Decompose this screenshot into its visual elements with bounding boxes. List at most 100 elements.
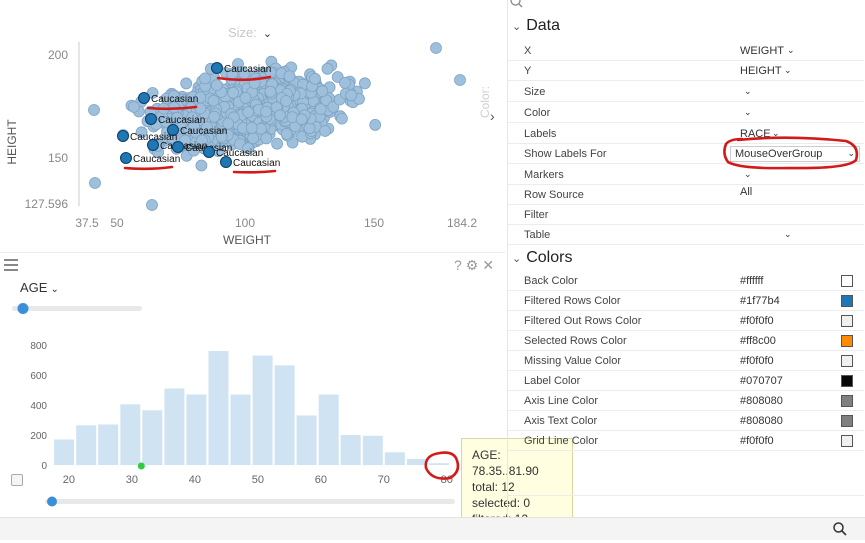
color-swatch[interactable] [841, 435, 853, 447]
selected-point[interactable] [117, 130, 129, 142]
scatter-point[interactable] [215, 130, 228, 143]
scatter-point[interactable] [321, 62, 334, 75]
scatter-point[interactable] [316, 85, 329, 98]
chevron-down-icon[interactable]: ⌄ [744, 169, 752, 179]
scatter-point[interactable] [339, 77, 351, 89]
scatter-point[interactable] [222, 117, 235, 130]
scatter-point[interactable] [303, 122, 316, 135]
prop-row-filtered-out-rows-color[interactable]: Filtered Out Rows Color #f0f0f0 [508, 311, 864, 331]
histogram-bar[interactable] [142, 410, 163, 466]
scatter-point[interactable] [89, 177, 101, 189]
selected-point[interactable] [172, 141, 184, 153]
scatter-point[interactable] [345, 89, 358, 102]
color-swatch[interactable] [841, 335, 853, 347]
scatter-point[interactable] [309, 72, 321, 85]
histogram-bar[interactable] [296, 415, 317, 466]
prop-value[interactable]: #808080 [740, 415, 783, 427]
histogram-bar[interactable] [406, 459, 427, 465]
histogram-bar[interactable] [274, 365, 295, 466]
bottom-range-slider-track[interactable] [45, 499, 455, 504]
scatter-plot[interactable]: CaucasianCaucasianCaucasianCaucasianCauc… [0, 0, 505, 252]
prop-row-show-labels-for[interactable]: Show Labels For MouseOverGroup ⌄ [508, 144, 864, 164]
selected-point[interactable] [145, 113, 157, 125]
histogram-bar[interactable] [164, 388, 185, 466]
selected-point[interactable] [167, 124, 179, 136]
scatter-point[interactable] [283, 70, 296, 82]
histogram-bar[interactable] [384, 452, 405, 466]
scatter-point[interactable] [201, 121, 213, 134]
bottom-range-slider-handle[interactable] [47, 496, 57, 507]
histogram-bar[interactable] [362, 435, 383, 466]
prop-value[interactable]: #1f77b4 [740, 295, 780, 307]
color-swatch[interactable] [841, 395, 853, 407]
color-swatch[interactable] [841, 295, 853, 307]
chevron-right-icon[interactable]: › [490, 108, 495, 124]
prop-row-y[interactable]: Y HEIGHT ⌄ [508, 61, 864, 81]
scatter-point[interactable] [210, 79, 223, 92]
scatter-point[interactable] [127, 101, 140, 113]
prop-row-missing-value-color[interactable]: Missing Value Color #f0f0f0 [508, 351, 864, 371]
prop-value[interactable]: #f0f0f0 [740, 315, 774, 327]
prop-row-back-color[interactable]: Back Color #ffffff [508, 271, 864, 291]
scatter-point[interactable] [271, 137, 284, 150]
scatter-point[interactable] [146, 199, 158, 211]
scatter-point[interactable] [135, 126, 148, 139]
prop-value[interactable]: WEIGHT [740, 45, 784, 57]
chevron-down-icon[interactable]: ⌄ [744, 107, 752, 117]
scatter-point[interactable] [227, 86, 240, 99]
selected-point[interactable] [211, 62, 223, 74]
prop-value[interactable]: #f0f0f0 [740, 355, 774, 367]
scatter-point[interactable] [196, 134, 208, 147]
scatter-point[interactable] [430, 42, 442, 54]
scatter-point[interactable] [242, 142, 255, 155]
prop-value[interactable]: #f0f0f0 [740, 435, 774, 447]
show-labels-for-select[interactable]: MouseOverGroup ⌄ [730, 146, 860, 162]
scatter-point[interactable] [187, 144, 200, 157]
scatter-point[interactable] [199, 72, 212, 85]
selected-point[interactable] [203, 146, 215, 158]
prop-row-color[interactable]: Color ⌄ [508, 103, 864, 123]
prop-row-x[interactable]: X WEIGHT ⌄ [508, 41, 864, 61]
scatter-point[interactable] [247, 132, 260, 145]
hamburger-icon[interactable] [4, 259, 18, 271]
prop-row-row-source[interactable]: Row Source All [508, 185, 864, 205]
chevron-down-icon[interactable]: ⌄ [744, 86, 752, 96]
scatter-point[interactable] [159, 115, 172, 128]
prop-row-size[interactable]: Size ⌄ [508, 82, 864, 102]
chevron-down-icon[interactable]: ⌄ [784, 229, 792, 239]
close-icon[interactable]: ✕ [482, 257, 495, 273]
histogram-checkbox[interactable] [11, 474, 23, 486]
chevron-down-icon[interactable]: ⌄ [772, 128, 780, 138]
color-swatch[interactable] [841, 355, 853, 367]
histogram-bar[interactable] [76, 425, 97, 466]
scatter-point[interactable] [167, 90, 180, 102]
scatter-point[interactable] [369, 119, 382, 131]
prop-row-axis-line-color[interactable]: Axis Line Color #808080 [508, 391, 864, 411]
prop-value[interactable]: All [740, 186, 753, 198]
prop-row-grid-line-color[interactable]: Grid Line Color #f0f0f0 [508, 431, 864, 451]
scatter-point[interactable] [239, 92, 252, 104]
prop-row-markers[interactable]: Markers ⌄ [508, 165, 864, 185]
search-icon[interactable] [509, 0, 525, 10]
histogram-bar[interactable] [340, 435, 361, 465]
scatter-point[interactable] [335, 112, 348, 125]
histogram-bar[interactable] [54, 439, 75, 466]
scatter-point[interactable] [264, 85, 277, 98]
scatter-point[interactable] [207, 94, 220, 107]
prop-row-axis-text-color[interactable]: Axis Text Color #808080 [508, 411, 864, 431]
histogram-bar[interactable] [186, 394, 207, 466]
top-range-slider-track[interactable] [12, 306, 142, 311]
scatter-point[interactable] [319, 125, 332, 137]
scatter-point[interactable] [280, 128, 293, 140]
scatter-point[interactable] [208, 110, 221, 123]
color-swatch[interactable] [841, 275, 853, 287]
color-swatch[interactable] [841, 415, 853, 427]
prop-row-table[interactable]: Table ⌄ [508, 225, 864, 245]
histogram-bar[interactable] [230, 394, 251, 466]
scatter-point[interactable] [260, 132, 273, 145]
prop-row-label-color[interactable]: Label Color #070707 [508, 371, 864, 391]
histogram-bar[interactable] [120, 404, 141, 466]
scatter-point[interactable] [195, 159, 208, 172]
scatter-point[interactable] [186, 111, 199, 124]
